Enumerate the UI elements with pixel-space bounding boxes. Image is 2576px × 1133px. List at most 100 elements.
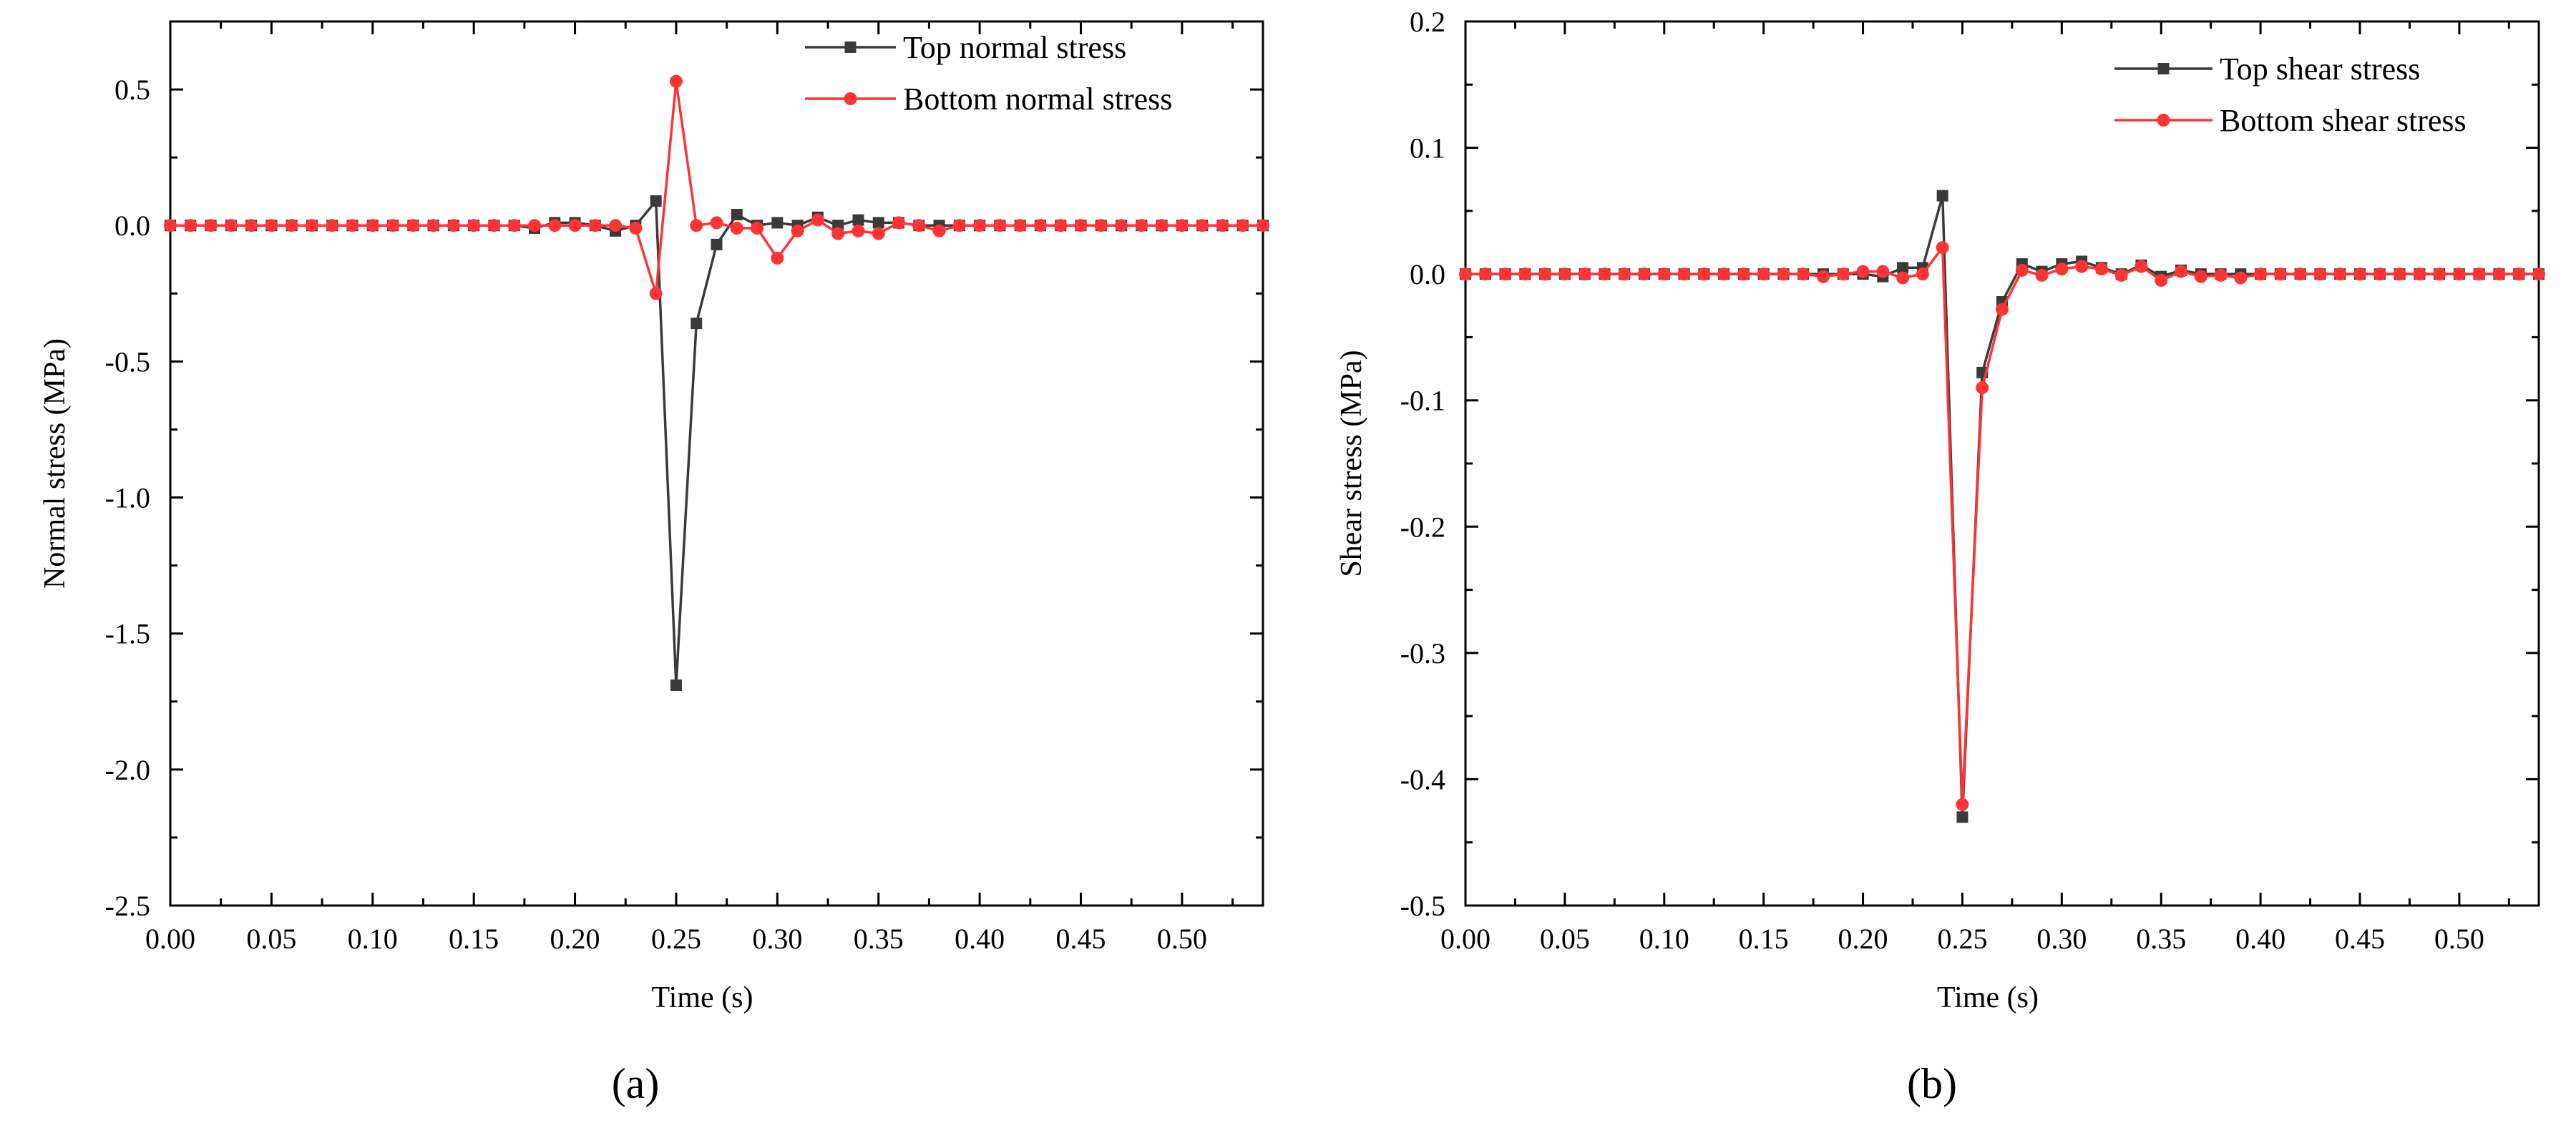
data-point-circle: [1074, 219, 1088, 232]
data-point-circle: [1054, 219, 1068, 232]
data-point-circle: [2155, 273, 2168, 287]
data-point-circle: [1257, 219, 1269, 232]
x-tick-label: 0.10: [1639, 923, 1689, 955]
data-point-circle: [1817, 270, 1830, 283]
data-point-circle: [2135, 260, 2148, 273]
data-point-circle: [528, 219, 541, 232]
series-top-normal-stress: [165, 195, 1269, 691]
legend-entry: Bottom shear stress: [2114, 103, 2467, 138]
data-point-circle: [2293, 268, 2307, 281]
data-point-circle: [1498, 268, 1512, 281]
data-point-circle: [892, 216, 905, 230]
data-point-circle: [1216, 219, 1229, 232]
data-point-circle: [1094, 219, 1108, 232]
data-point-circle: [2094, 263, 2108, 276]
data-point-circle: [1518, 268, 1532, 281]
data-point-square: [731, 209, 743, 221]
data-point-circle: [447, 219, 460, 232]
x-tick-label: 0.20: [550, 923, 600, 955]
series-bottom-normal-stress: [164, 74, 1269, 300]
x-tick-label: 0.35: [854, 923, 904, 955]
data-point-circle: [771, 251, 784, 265]
data-point-circle: [690, 219, 703, 232]
x-tick-label: 0.05: [1540, 923, 1590, 955]
data-point-circle: [2273, 268, 2287, 281]
x-tick-label: 0.40: [2235, 923, 2285, 955]
series-line: [170, 197, 1263, 686]
data-point-circle: [1697, 268, 1711, 281]
data-point-circle: [2114, 268, 2128, 282]
x-tick-label: 0.45: [2335, 923, 2385, 955]
data-point-circle: [1578, 268, 1591, 281]
data-point-circle: [2194, 270, 2207, 283]
data-point-square: [1956, 811, 1968, 823]
legend-label: Top normal stress: [903, 30, 1126, 65]
data-point-circle: [1033, 219, 1047, 232]
data-point-circle: [1155, 219, 1169, 232]
data-point-circle: [1916, 268, 1929, 281]
data-point-circle: [326, 219, 339, 232]
x-tick-label: 0.15: [1739, 923, 1789, 955]
legend-marker-square: [2157, 63, 2170, 74]
x-tick-label: 0.00: [1440, 923, 1491, 955]
data-point-circle: [2015, 263, 2029, 277]
data-point-circle: [1856, 265, 1870, 278]
data-point-circle: [1737, 268, 1750, 281]
panel-label: (a): [612, 1060, 660, 1107]
y-tick-label: 0.0: [1410, 258, 1445, 290]
data-point-square: [1897, 262, 1909, 274]
y-tick-label: -0.3: [1400, 637, 1445, 670]
y-tick-label: 0.0: [114, 210, 150, 242]
data-point-circle: [1797, 268, 1810, 281]
legend-entry: Top shear stress: [2114, 52, 2420, 87]
data-point-circle: [467, 219, 481, 232]
data-point-circle: [1976, 381, 1989, 395]
data-point-circle: [346, 219, 359, 232]
data-point-circle: [2353, 268, 2366, 281]
data-point-circle: [1115, 219, 1128, 232]
data-point-circle: [164, 219, 177, 232]
chart-panel-a: 0.00 0.05 0.10 0.15 0.20 0.25 0.30 0.35 0.40 0.45…: [39, 20, 1269, 1107]
data-point-circle: [2055, 263, 2069, 276]
data-point-circle: [1677, 268, 1691, 281]
data-point-circle: [1777, 268, 1790, 281]
data-point-circle: [852, 224, 865, 237]
data-point-circle: [730, 222, 743, 235]
data-point-circle: [224, 219, 238, 232]
data-point-circle: [406, 219, 420, 232]
data-point-circle: [1896, 271, 1910, 285]
data-point-circle: [710, 216, 723, 230]
data-point-circle: [265, 219, 278, 232]
data-point-circle: [1936, 241, 1949, 255]
data-point-circle: [1996, 303, 2009, 316]
data-point-circle: [2214, 268, 2228, 282]
data-point-circle: [1236, 219, 1249, 232]
x-tick-label: 0.30: [752, 923, 802, 955]
data-point-circle: [629, 222, 643, 235]
x-tick-label: 0.10: [348, 923, 398, 955]
data-point-circle: [2433, 268, 2446, 281]
data-point-circle: [1478, 268, 1492, 281]
x-tick-label: 0.25: [1937, 923, 1987, 955]
y-axis-title: Normal stress (MPa): [39, 338, 72, 589]
data-point-circle: [2035, 268, 2049, 282]
data-point-square: [852, 214, 864, 226]
data-point-circle: [2512, 268, 2526, 281]
data-point-circle: [2075, 260, 2089, 273]
legend-entry: Top normal stress: [805, 30, 1126, 65]
data-point-circle: [1956, 798, 1969, 811]
data-point-circle: [2373, 268, 2386, 281]
x-axis-title: Time (s): [1937, 981, 2039, 1014]
y-tick-label: -2.5: [105, 890, 150, 922]
data-point-circle: [2234, 271, 2248, 285]
data-point-circle: [1657, 268, 1671, 281]
legend-marker-circle: [844, 92, 857, 105]
data-point-circle: [1013, 219, 1027, 232]
x-tick-label: 0.50: [1157, 923, 1207, 955]
y-tick-label: -1.0: [105, 482, 150, 514]
data-point-circle: [386, 219, 400, 232]
x-tick-label: 0.40: [955, 923, 1005, 955]
y-tick-label: -0.1: [1400, 385, 1445, 417]
legend-label: Bottom normal stress: [903, 82, 1172, 117]
data-point-circle: [426, 219, 440, 232]
